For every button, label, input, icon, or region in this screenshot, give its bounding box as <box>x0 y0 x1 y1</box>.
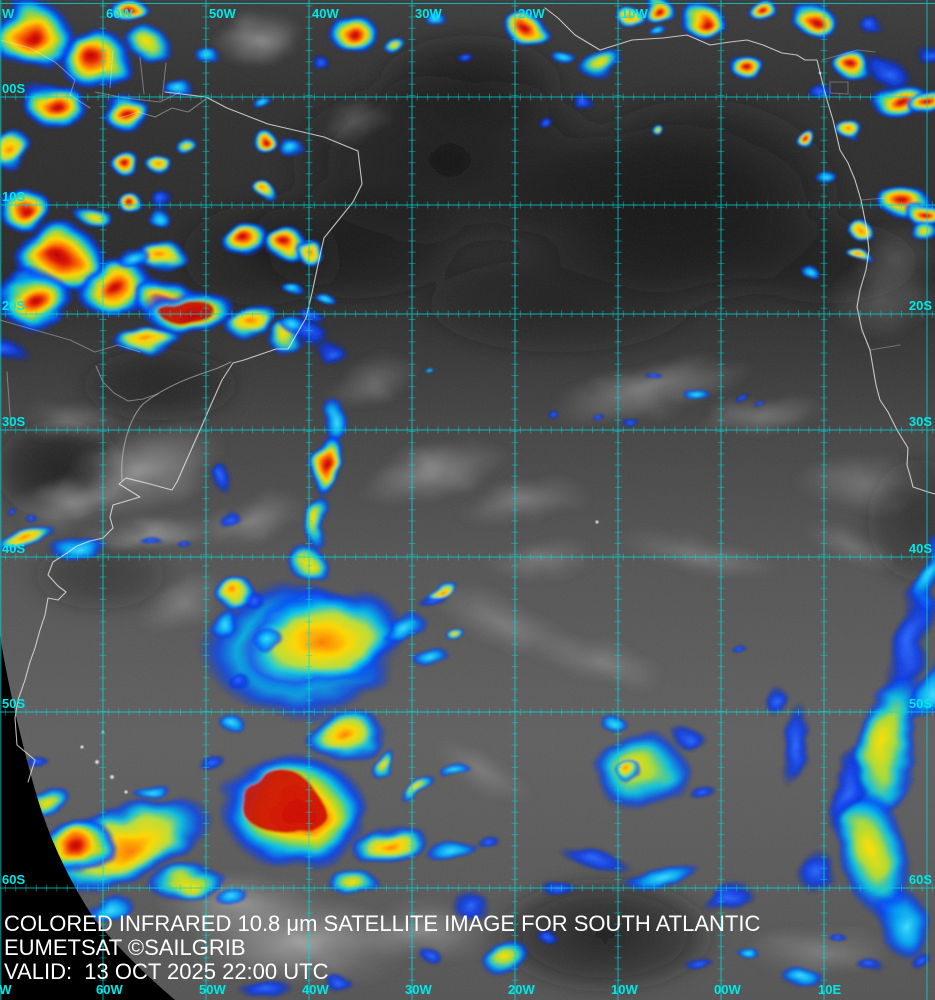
lat-label-right: 20S <box>909 298 932 313</box>
lon-label-top: W <box>2 6 15 21</box>
lon-label-bottom: 60W <box>96 982 123 997</box>
tick-column <box>820 0 828 1000</box>
tick-column <box>202 0 210 1000</box>
tick-column <box>614 0 622 1000</box>
graticule-labels: W 60W 50W 40W 30W 20W 10W 0W 60W 50W 40W… <box>0 6 932 997</box>
lat-label-left: 60S <box>2 872 25 887</box>
island-specks <box>79 71 822 795</box>
lon-label-top: 40W <box>312 6 339 21</box>
lon-label-bottom: 50W <box>199 982 226 997</box>
caption-credit: EUMETSAT ©SAILGRIB <box>4 935 246 960</box>
caption-block: COLORED INFRARED 10.8 μm SATELLITE IMAGE… <box>4 911 760 984</box>
lon-label-top: 50W <box>209 6 236 21</box>
lon-label-bottom: 20W <box>508 982 535 997</box>
lon-label-top: 20W <box>518 6 545 21</box>
lon-label-bottom: 30W <box>405 982 432 997</box>
snow-speck <box>94 759 100 765</box>
lat-label-right: 50S <box>909 696 932 711</box>
caption-title: COLORED INFRARED 10.8 μm SATELLITE IMAGE… <box>4 911 760 936</box>
africa-coastline <box>544 7 935 495</box>
chile-border <box>6 371 12 429</box>
tick-column <box>511 0 519 1000</box>
tick-row <box>0 201 935 209</box>
brazil-interior-border <box>0 319 141 353</box>
lat-label-left: 40S <box>2 541 25 556</box>
tick-column <box>99 0 107 1000</box>
tick-row <box>0 708 935 716</box>
lat-label-right: 60S <box>909 872 932 887</box>
amazon-river <box>119 98 207 119</box>
tick-row <box>0 553 935 561</box>
uruguay-border <box>121 361 232 481</box>
caption-valid-time: VALID: 13 OCT 2025 22:00 UTC <box>4 959 329 984</box>
lat-label-left: 20S <box>2 298 25 313</box>
tick-column <box>717 0 725 1000</box>
lon-label-bottom: 10W <box>611 982 638 997</box>
snow-speck <box>123 789 129 795</box>
island-dot <box>594 519 600 525</box>
tick-row <box>0 310 935 318</box>
lon-label-top: 60W <box>106 6 133 21</box>
lat-label-right: 40S <box>909 541 932 556</box>
lon-label-bottom: 00W <box>714 982 741 997</box>
lat-label-left: 50S <box>2 696 25 711</box>
lon-label-bottom: 40W <box>302 982 329 997</box>
guiana-border <box>94 49 181 103</box>
tick-column <box>305 0 313 1000</box>
lat-label-left: 10S <box>2 189 25 204</box>
lat-label-left: 30S <box>2 414 25 429</box>
tick-row <box>0 884 935 892</box>
lat-label-left: 00S <box>2 81 25 96</box>
tick-row <box>0 426 935 434</box>
tick-row <box>0 93 935 101</box>
snow-speck <box>79 744 85 750</box>
disk-edge-black <box>0 635 175 1000</box>
lon-label-bottom: 10E <box>818 982 841 997</box>
lon-label-top: 10W <box>621 6 648 21</box>
lon-label-bottom: 0W <box>0 982 12 997</box>
snow-speck <box>109 774 115 780</box>
tick-column <box>408 0 416 1000</box>
lon-label-top: 30W <box>415 6 442 21</box>
lat-label-right: 30S <box>909 414 932 429</box>
